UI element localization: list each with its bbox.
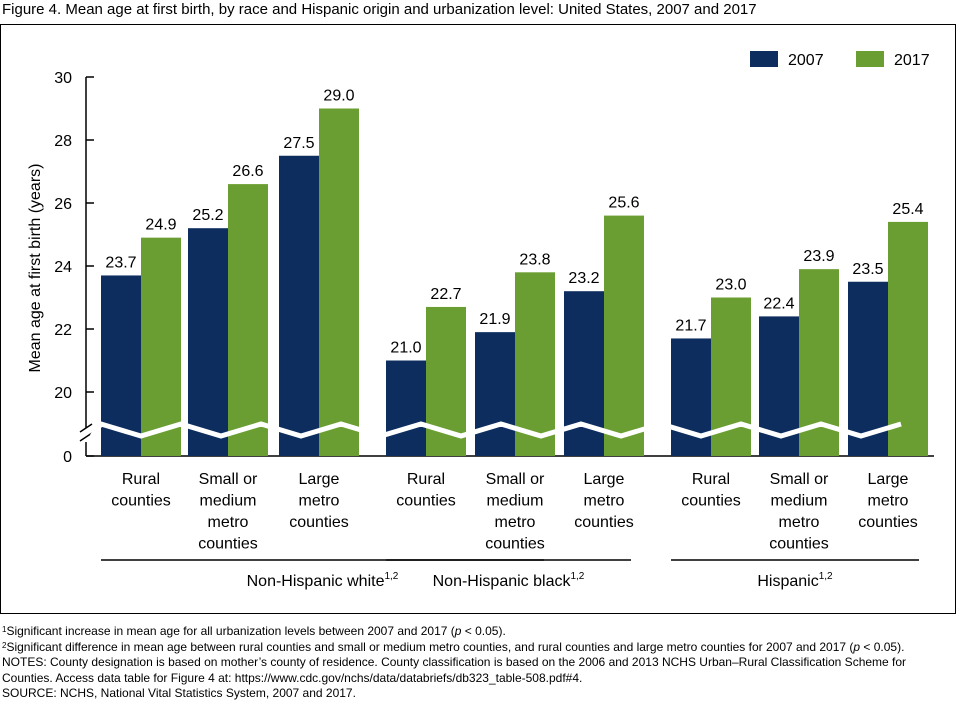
category-label: Rural [407, 471, 445, 488]
data-label: 24.9 [145, 217, 176, 234]
category-label: metro [299, 493, 340, 510]
group-label: Hispanic1,2 [757, 571, 833, 590]
y-tick-label: 26 [54, 196, 72, 213]
category-label: Large [299, 471, 340, 488]
y-tick-label: 28 [54, 133, 72, 150]
bar-chart: 0 20 22 24 26 28 30 Mean age at first birth (ye… [27, 51, 934, 590]
bar-2017-g0-c0 [141, 237, 181, 456]
category-label: counties [396, 493, 456, 510]
y-tick-label: 0 [63, 449, 72, 466]
category-label: counties [681, 493, 741, 510]
bar-2007-g1-c1 [475, 332, 515, 456]
category-label: metro [868, 493, 909, 510]
data-label: 23.2 [568, 270, 599, 287]
group-label: Non-Hispanic white1,2 [247, 571, 399, 590]
data-label: 26.6 [232, 163, 263, 180]
data-label: 23.8 [519, 251, 550, 268]
data-label: 23.0 [715, 277, 746, 294]
category-label: metro [779, 514, 820, 531]
category-label: metro [584, 493, 625, 510]
figure-title: Figure 4. Mean age at first birth, by ra… [2, 1, 757, 18]
category-label: Rural [122, 471, 160, 488]
y-tick-label: 24 [54, 259, 72, 276]
data-label: 23.5 [852, 261, 883, 278]
footnotes: 1Significant increase in mean age for al… [2, 624, 952, 702]
data-label: 25.4 [892, 201, 923, 218]
legend-label-2017: 2017 [894, 52, 930, 69]
category-label: medium [200, 493, 257, 510]
legend-swatch-2017 [856, 51, 884, 67]
legend-label-2007: 2007 [788, 52, 824, 69]
data-label: 23.9 [803, 248, 834, 265]
bar-2007-g1-c0 [386, 360, 426, 456]
data-label: 21.7 [675, 317, 706, 334]
category-label: counties [485, 536, 545, 553]
category-label: Rural [692, 471, 730, 488]
bar-2007-g2-c2 [848, 281, 888, 456]
category-label: counties [769, 536, 829, 553]
category-label: medium [771, 493, 828, 510]
data-label: 29.0 [323, 88, 354, 105]
data-label: 25.6 [608, 195, 639, 212]
category-label: counties [111, 493, 171, 510]
category-label: counties [289, 514, 349, 531]
source: SOURCE: NCHS, National Vital Statistics … [2, 686, 356, 700]
data-label: 23.7 [105, 254, 136, 271]
legend-swatch-2007 [750, 51, 778, 67]
category-label: Small or [199, 471, 258, 488]
category-label: metro [208, 514, 249, 531]
bar-2017-g0-c2 [319, 108, 359, 456]
category-label: metro [495, 514, 536, 531]
axis-break-band [90, 421, 902, 439]
data-label: 25.2 [192, 207, 223, 224]
footnote-1: 1Significant increase in mean age for al… [2, 624, 506, 638]
data-label: 21.9 [479, 311, 510, 328]
data-label: 22.7 [430, 286, 461, 303]
bar-2007-g2-c0 [671, 338, 711, 456]
bar-2007-g0-c1 [188, 228, 228, 456]
category-label: Large [868, 471, 909, 488]
y-tick-label: 22 [54, 322, 72, 339]
bar-2017-g2-c2 [888, 221, 928, 456]
category-label: Small or [486, 471, 545, 488]
category-label: Large [584, 471, 625, 488]
category-label: counties [574, 514, 634, 531]
y-axis-label: Mean age at first birth (years) [27, 164, 44, 373]
category-label: medium [487, 493, 544, 510]
category-label: counties [198, 536, 258, 553]
axis-break-mark [79, 432, 93, 442]
notes: NOTES: County designation is based on mo… [2, 655, 907, 685]
data-label: 27.5 [283, 135, 314, 152]
category-label: counties [858, 514, 918, 531]
chart-frame [0, 24, 956, 614]
data-label: 21.0 [390, 340, 421, 357]
category-label: Small or [770, 471, 829, 488]
data-label: 22.4 [763, 295, 794, 312]
bar-2017-g0-c1 [228, 184, 268, 456]
y-tick-label: 30 [54, 70, 72, 87]
group-label: Non-Hispanic black1,2 [433, 571, 585, 590]
bar-2007-g0-c2 [279, 155, 319, 456]
axis-break-mark [79, 423, 93, 433]
y-tick-label: 20 [54, 385, 72, 402]
bar-2017-g1-c1 [515, 272, 555, 456]
bar-2017-g1-c2 [604, 215, 644, 456]
footnote-2: 2Significant difference in mean age betw… [2, 639, 905, 654]
